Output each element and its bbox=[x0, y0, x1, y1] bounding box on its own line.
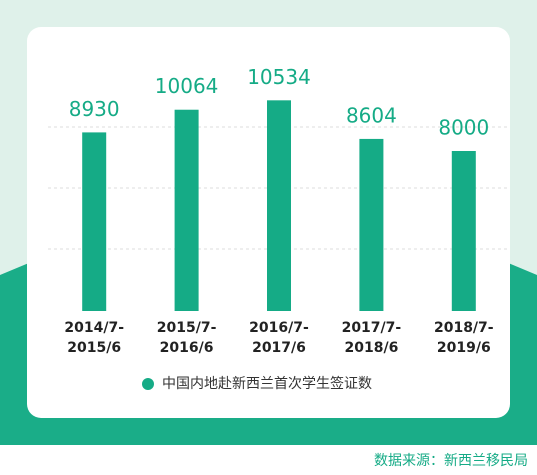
value-label: 8604 bbox=[346, 103, 397, 127]
x-tick-label: 2016/7-2017/6 bbox=[249, 320, 309, 356]
value-label: 8000 bbox=[438, 116, 489, 140]
bar bbox=[359, 138, 384, 311]
value-label: 10534 bbox=[247, 65, 311, 89]
x-tick-label: 2015/7-2016/6 bbox=[157, 320, 217, 356]
bar bbox=[451, 151, 476, 311]
x-tick-label: 2018/7-2019/6 bbox=[434, 320, 494, 356]
bar bbox=[174, 109, 199, 311]
x-tick-label: 2017/7-2018/6 bbox=[342, 320, 402, 356]
bar bbox=[267, 100, 291, 311]
source: 数据来源：新西兰移民局 bbox=[374, 453, 528, 469]
legend-marker bbox=[142, 378, 154, 390]
value-label: 8930 bbox=[69, 97, 120, 121]
footer-strip bbox=[0, 445, 537, 471]
legend-label: 中国内地赴新西兰首次学生签证数 bbox=[162, 375, 372, 392]
value-label: 10064 bbox=[155, 74, 219, 98]
x-tick-label: 2014/7-2015/6 bbox=[64, 320, 124, 356]
bar bbox=[82, 132, 107, 311]
